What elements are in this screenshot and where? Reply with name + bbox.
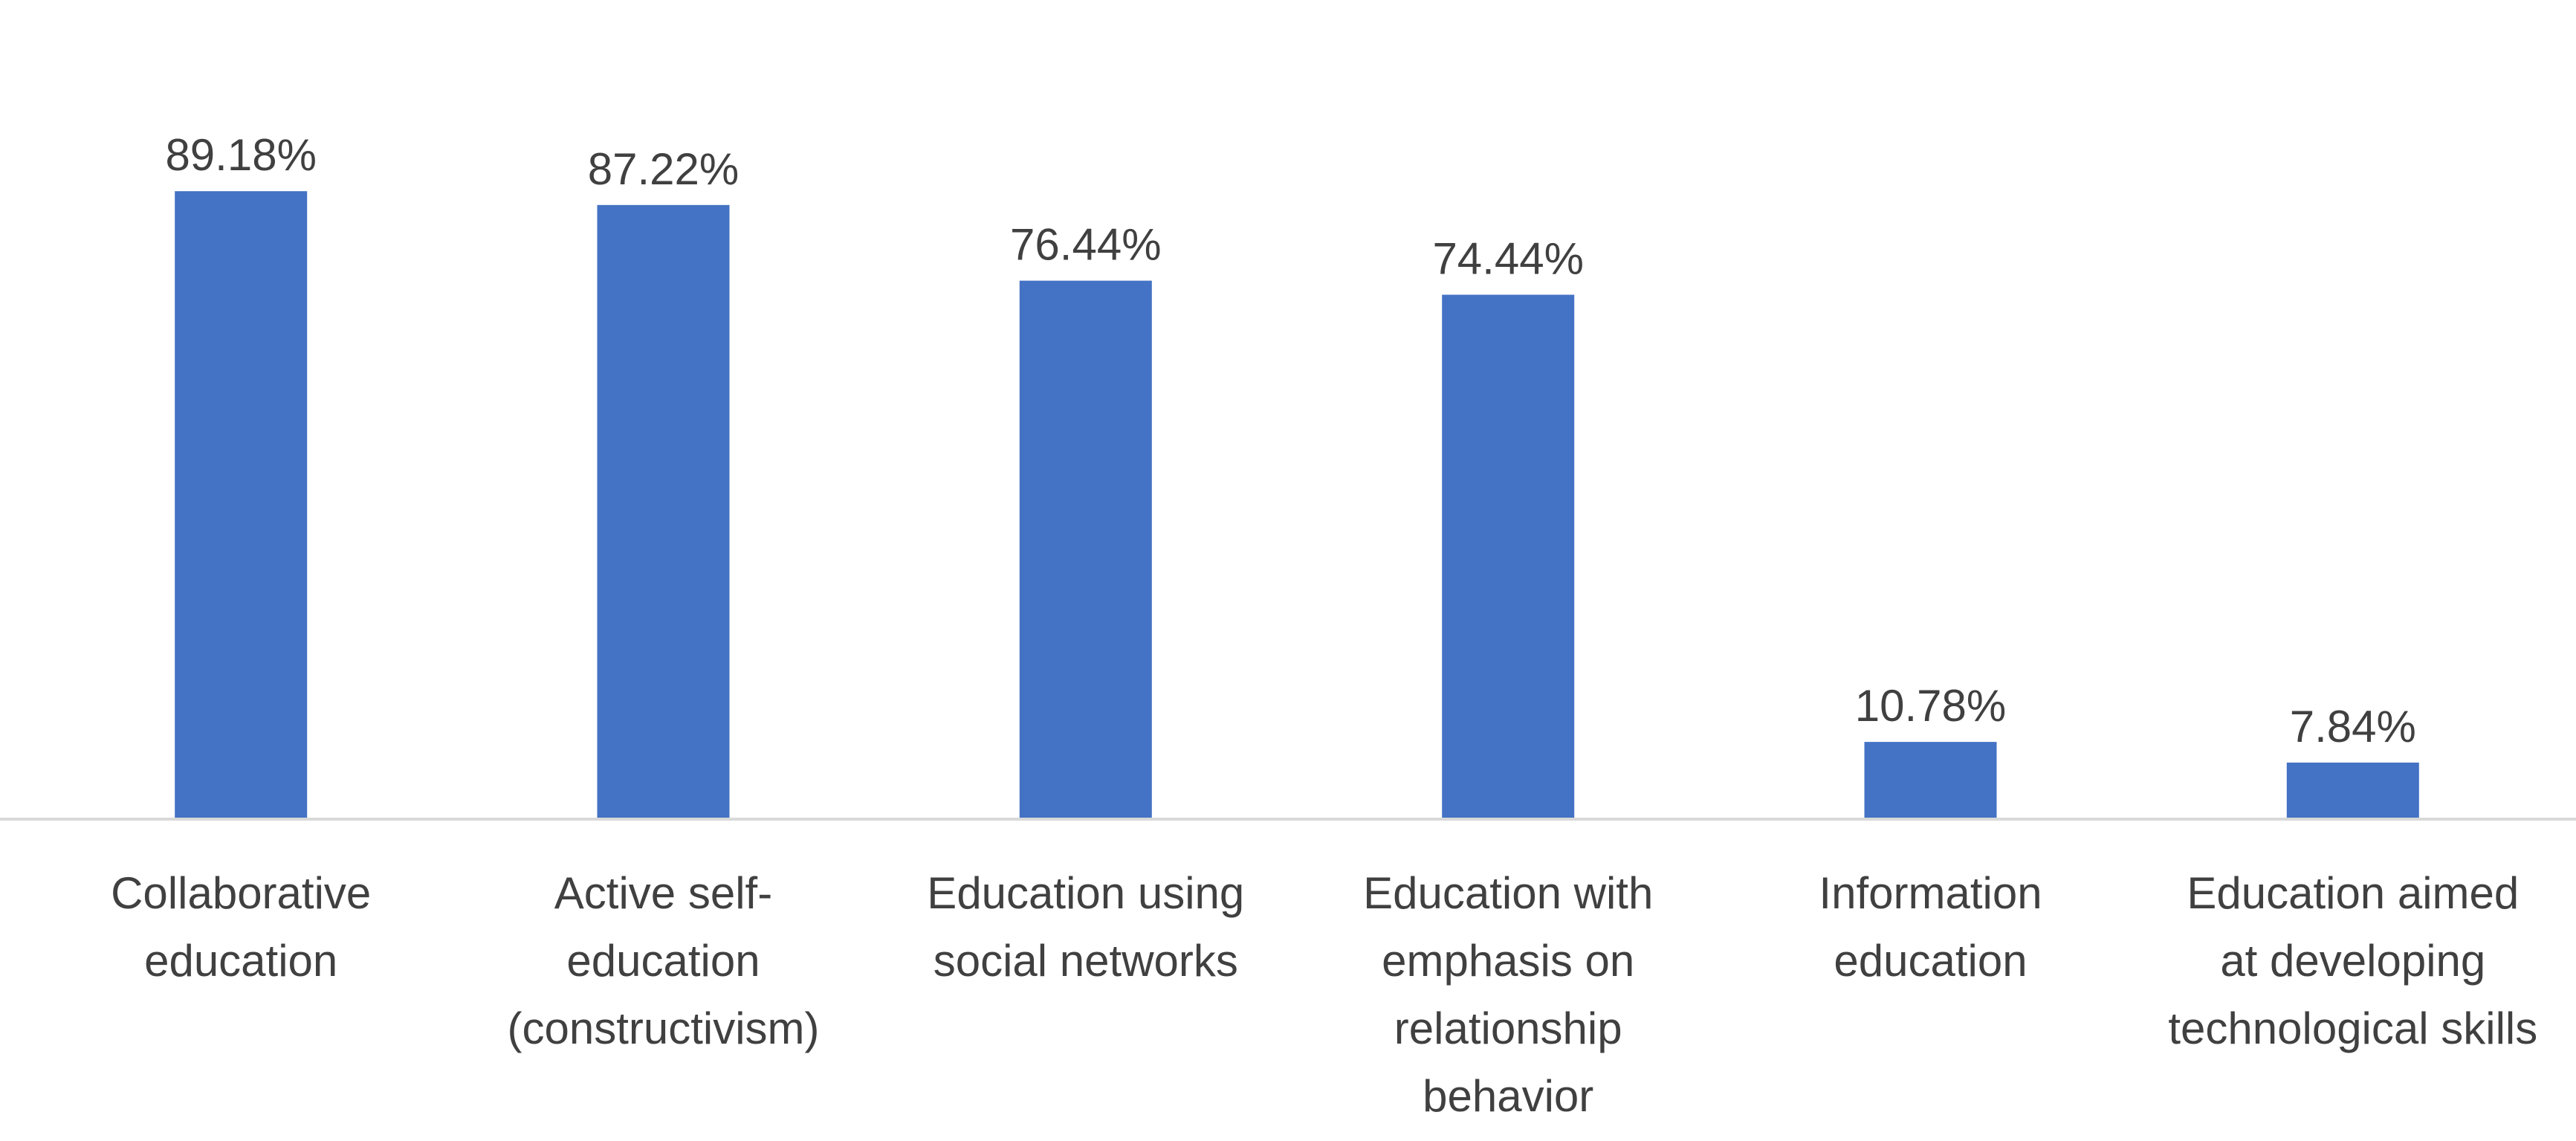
category-label-2: Active self-education (constructivism) xyxy=(507,868,819,1053)
data-labels-group: 89.18% 87.22% 76.44% 74.44% 10.78% 7.84% xyxy=(165,130,2415,751)
category-label-1: Collaborative education xyxy=(111,868,371,986)
bar-3 xyxy=(1019,280,1152,818)
category-label-line: at developing xyxy=(2220,936,2485,986)
category-label-line: (constructivism) xyxy=(507,1003,819,1053)
category-label-4: Education with emphasis on relationship beh… xyxy=(1363,868,1653,1121)
bars-group xyxy=(175,191,2419,818)
category-label-3: Education using social networks xyxy=(927,868,1244,986)
bar-4 xyxy=(1442,294,1575,818)
data-label-1: 89.18% xyxy=(165,130,317,180)
data-label-2: 87.22% xyxy=(588,144,740,194)
category-label-6: Education aimed at developing technologica… xyxy=(2168,868,2537,1053)
bar-2 xyxy=(597,204,730,818)
data-label-5: 10.78% xyxy=(1855,681,2007,731)
category-label-5: Information education xyxy=(1819,868,2042,986)
data-label-6: 7.84% xyxy=(2290,702,2416,751)
category-label-line: Education aimed xyxy=(2187,868,2519,918)
category-label-line: social networks xyxy=(933,936,1238,986)
bar-6 xyxy=(2286,762,2419,818)
category-label-line: behavior xyxy=(1423,1071,1593,1121)
category-label-line: education xyxy=(1834,936,2027,986)
category-label-line: Education using xyxy=(927,868,1244,918)
bar-5 xyxy=(1864,742,1997,818)
category-label-line: emphasis on xyxy=(1382,936,1634,986)
category-label-line: education xyxy=(144,936,337,986)
category-label-line: Collaborative xyxy=(111,868,371,918)
data-label-4: 74.44% xyxy=(1432,234,1584,284)
category-label-line: technological skills xyxy=(2168,1003,2537,1053)
category-label-line: relationship xyxy=(1394,1003,1622,1053)
category-label-line: education xyxy=(566,936,760,986)
bar-1 xyxy=(175,191,308,818)
category-label-line: Information xyxy=(1819,868,2042,918)
data-label-3: 76.44% xyxy=(1010,220,1162,270)
category-label-line: Active self- xyxy=(554,868,772,918)
category-label-line: Education with xyxy=(1363,868,1653,918)
